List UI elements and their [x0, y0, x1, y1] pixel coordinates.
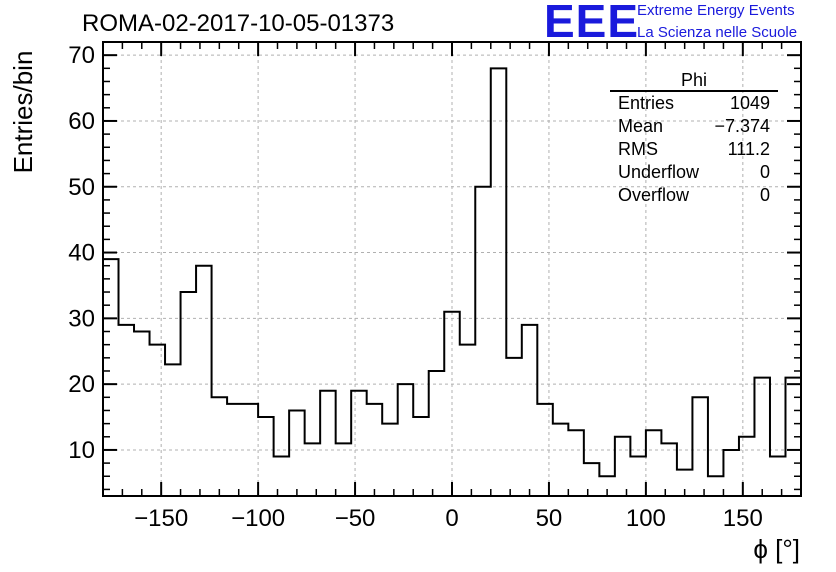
stats-row-label: Overflow	[618, 185, 690, 205]
tick-labels: −150 −100 −50 0 50 100 150 10 20 30 40 50 60 70	[68, 42, 763, 532]
logo-subtitle-1: Extreme Energy Events	[637, 2, 795, 19]
stats-row-label: Entries	[618, 93, 675, 113]
histogram-bin	[522, 325, 538, 496]
y-tick-label: 30	[68, 305, 95, 332]
histogram-bin	[723, 450, 739, 496]
x-axis-label: ϕ [°]	[753, 534, 800, 564]
logo-subtitle-2: La Scienza nelle Scuole	[637, 24, 798, 41]
y-tick-label: 50	[68, 174, 95, 201]
stats-row-label: RMS	[618, 139, 658, 159]
histogram-bin	[119, 325, 135, 496]
histogram-bin	[661, 443, 677, 496]
stats-row: Mean −7.374	[610, 115, 778, 138]
x-tick-label: 50	[536, 505, 563, 532]
stats-row: RMS 111.2	[610, 138, 778, 161]
histogram-bin	[646, 430, 662, 496]
stats-row-value: 111.2	[727, 139, 770, 159]
histogram-bin	[150, 345, 166, 496]
histogram-bin	[553, 424, 569, 496]
histogram-bin	[568, 430, 584, 496]
stats-row: Entries 1049	[610, 92, 778, 115]
stats-row-label: Underflow	[618, 162, 700, 182]
x-tick-label: −100	[231, 505, 285, 532]
histogram-series	[103, 67, 801, 478]
x-tick-label: −50	[335, 505, 376, 532]
series	[103, 67, 801, 496]
histogram-bin	[491, 68, 507, 496]
grid	[103, 42, 801, 496]
eee-logo: EEE	[544, 0, 640, 47]
histogram-bin	[103, 259, 119, 496]
histogram-bin	[739, 437, 755, 496]
y-tick-label: 70	[68, 42, 95, 69]
histogram-bin	[630, 457, 646, 496]
histogram-bin	[537, 404, 553, 496]
histogram-bin	[181, 292, 197, 496]
histogram-bin	[398, 384, 414, 496]
stats-row-value: 1049	[729, 93, 770, 113]
chart-title: ROMA-02-2017-10-05-01373	[82, 10, 395, 37]
y-tick-label: 40	[68, 240, 95, 267]
histogram-bin	[258, 417, 274, 496]
histogram-bin	[413, 417, 429, 496]
x-tick-label: 150	[723, 505, 763, 532]
stats-row-value: −7.374	[714, 116, 770, 136]
histogram-bin	[708, 476, 724, 496]
y-tick-label: 20	[68, 371, 95, 398]
histogram-bin	[165, 364, 181, 496]
y-axis-label: Entries/bin	[8, 51, 38, 174]
histogram-bin	[754, 378, 770, 496]
histogram-bin	[506, 358, 522, 496]
x-tick-label: 0	[445, 505, 458, 532]
histogram-bin	[305, 443, 321, 496]
stats-title: Phi	[610, 70, 778, 92]
histogram-bin	[460, 345, 476, 496]
histogram-bin	[289, 410, 305, 496]
x-tick-label: 100	[626, 505, 666, 532]
histogram-bin	[692, 397, 708, 496]
histogram-bin	[584, 463, 600, 496]
y-tick-label: 60	[68, 108, 95, 135]
stats-row: Overflow 0	[610, 184, 778, 207]
histogram-bin	[212, 397, 228, 496]
histogram-bin	[336, 443, 352, 496]
stats-row-label: Mean	[618, 116, 664, 136]
stats-row-value: 0	[759, 185, 770, 205]
stats-row-value: 0	[759, 162, 770, 182]
histogram-bin	[320, 391, 336, 496]
x-tick-label: −150	[134, 505, 188, 532]
histogram-bin	[351, 391, 367, 496]
histogram-bin	[274, 457, 290, 496]
y-tick-label: 10	[68, 437, 95, 464]
histogram-bin	[134, 332, 150, 496]
histogram-bin	[615, 437, 631, 496]
stats-rows: Entries 1049 Mean −7.374 RMS 111.2 Underflow 0 O…	[610, 92, 778, 207]
stats-box: Phi Entries 1049 Mean −7.374 RMS 111.2 Underfl…	[610, 70, 778, 207]
histogram-bin	[770, 457, 786, 496]
axes	[102, 41, 802, 497]
stats-row: Underflow 0	[610, 161, 778, 184]
histogram-bin	[382, 424, 398, 496]
histogram-bin	[429, 371, 445, 496]
histogram-bin	[196, 266, 212, 496]
